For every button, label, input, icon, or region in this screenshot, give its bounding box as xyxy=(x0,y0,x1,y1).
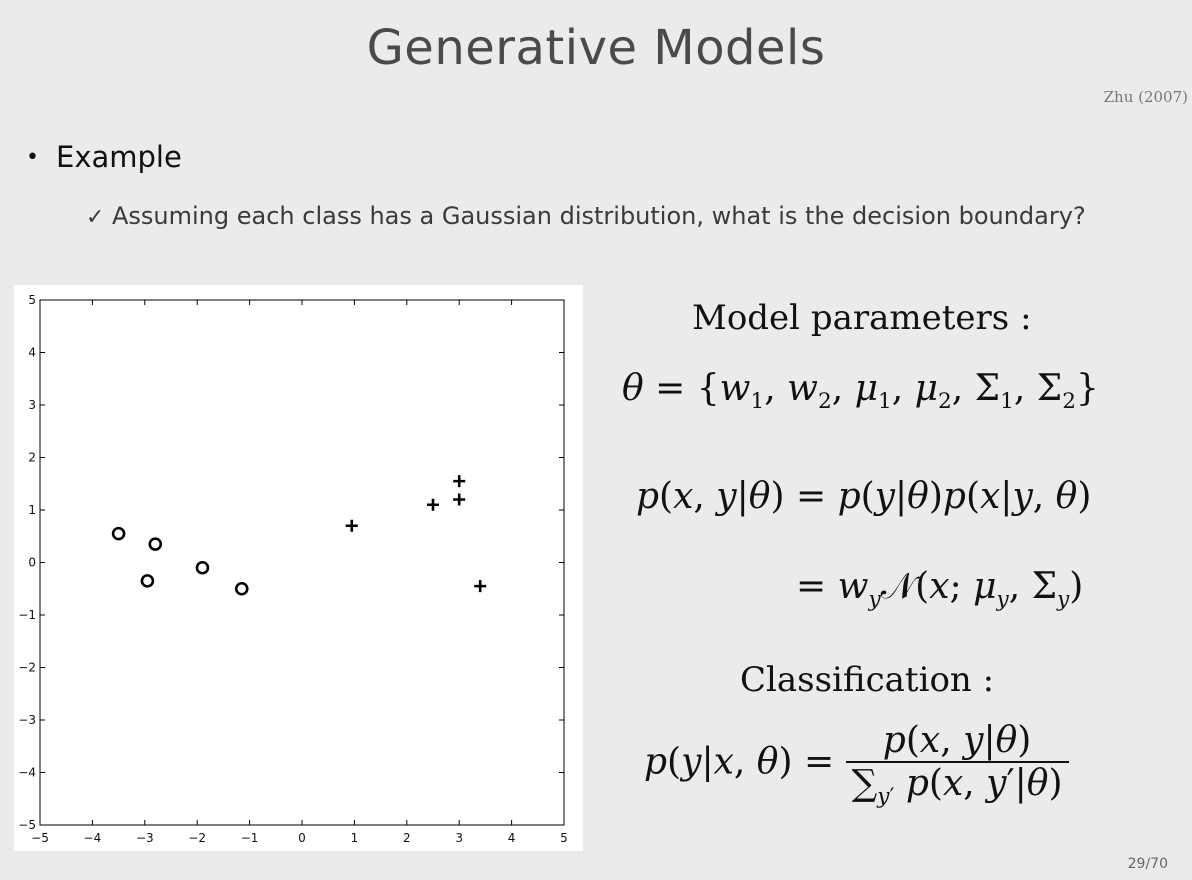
page-number: 29/70 xyxy=(1127,856,1168,872)
x-tick-label: −1 xyxy=(241,831,259,845)
model-parameters-heading: Model parameters : xyxy=(692,298,1032,338)
scatter-plot: −5 −4 −3 −2 −1 0 1 2 3 4 5 −5 −4 −3 −2 −1 0 1 2 3 4 5 xyxy=(14,285,583,851)
circle-point xyxy=(234,581,249,596)
x-tick-label: −5 xyxy=(31,831,49,845)
x-tick-label: −2 xyxy=(188,831,206,845)
classification-heading: Classification : xyxy=(740,660,995,700)
x-tick-label: 0 xyxy=(298,831,306,845)
gaussian-equation: = wy𝒩(x; μy, Σy) xyxy=(796,566,1084,613)
y-tick-label: 4 xyxy=(28,346,36,360)
y-tick-label: 1 xyxy=(28,503,36,517)
theta-equation: θ = {w1, w2, μ1, μ2, Σ1, Σ2} xyxy=(622,368,1099,415)
bullet-label: Example xyxy=(56,140,182,174)
circle-point xyxy=(195,560,210,575)
plus-point xyxy=(345,519,358,532)
y-tick-label: 5 xyxy=(28,293,36,307)
sub-bullet-text: Assuming each class has a Gaussian distr… xyxy=(112,202,1086,230)
plus-point xyxy=(453,493,466,506)
x-tick-label: 1 xyxy=(351,831,359,845)
plot-frame xyxy=(39,299,565,826)
y-tick-label: 0 xyxy=(28,556,36,570)
slide-title: Generative Models xyxy=(366,20,826,76)
bullet-example: • Example xyxy=(26,140,182,174)
posterior-fraction: p(x, y|θ) ∑y′ p(x, y′|θ) xyxy=(845,720,1069,809)
plus-point xyxy=(427,498,439,511)
sub-bullet: ✓ Assuming each class has a Gaussian dist… xyxy=(86,202,1086,230)
x-tick-label: −3 xyxy=(136,831,154,845)
scatter-plot-svg: −5 −4 −3 −2 −1 0 1 2 3 4 5 −5 −4 −3 −2 −1 0 1 2 3 4 5 xyxy=(18,293,568,845)
x-tick-label: 5 xyxy=(560,831,568,845)
y-tick-label: −5 xyxy=(18,818,36,832)
y-tick-label: −3 xyxy=(18,713,36,727)
circle-point xyxy=(111,526,126,541)
citation: Zhu (2007) xyxy=(1103,88,1188,106)
y-tick-label: −2 xyxy=(18,661,36,675)
posterior-equation: p(y|x, θ) = p(x, y|θ) ∑y′ p(x, y′|θ) xyxy=(644,720,1069,809)
x-tick-label: 3 xyxy=(455,831,463,845)
circle-point xyxy=(148,537,163,551)
joint-probability-equation: p(x, y|θ) = p(y|θ)p(x|y, θ) xyxy=(636,476,1092,517)
x-tick-label: 2 xyxy=(403,831,411,845)
checkmark-icon: ✓ xyxy=(86,205,105,230)
x-tick-label: −4 xyxy=(84,831,102,845)
y-tick-label: 3 xyxy=(28,398,36,412)
plus-point xyxy=(453,475,466,488)
y-tick-label: 2 xyxy=(28,451,36,465)
plus-point xyxy=(474,580,487,593)
x-tick-label: 4 xyxy=(508,831,516,845)
bullet-dot: • xyxy=(26,145,39,170)
y-tick-label: −4 xyxy=(18,766,36,780)
y-tick-label: −1 xyxy=(18,608,36,622)
circle-point xyxy=(140,574,155,588)
